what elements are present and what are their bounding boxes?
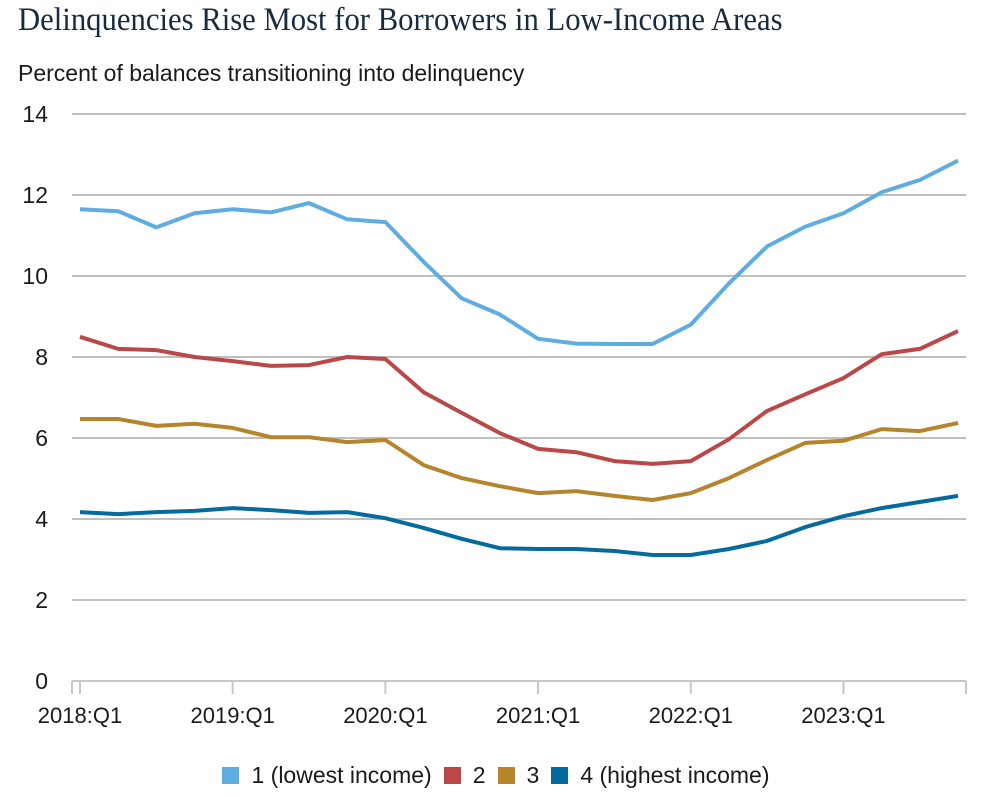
legend-swatch xyxy=(222,767,240,784)
x-tick-label: 2023:Q1 xyxy=(801,703,885,728)
x-axis: 2018:Q1 2019:Q1 2020:Q1 2021:Q1 2022:Q1 2023:… xyxy=(38,680,967,728)
legend-label: 1 (lowest income) xyxy=(251,762,432,788)
series-lines xyxy=(79,158,959,557)
y-tick-label: 4 xyxy=(35,506,48,532)
legend-item-3: 3 xyxy=(497,762,540,789)
y-tick-label: 14 xyxy=(22,101,48,127)
gridlines xyxy=(72,113,966,601)
chart-title: Delinquencies Rise Most for Borrowers in… xyxy=(18,2,783,38)
y-tick-label: 0 xyxy=(35,668,48,694)
x-tick-label: 2021:Q1 xyxy=(496,703,580,728)
line-chart: 0 2 4 6 8 10 12 14 2018:Q1 2019:Q1 2020:Q1 2021:Q1… xyxy=(22,101,967,728)
legend-item-2: 2 xyxy=(443,762,486,789)
series-line-4 xyxy=(79,493,959,557)
x-tick-label: 2020:Q1 xyxy=(343,703,427,728)
y-axis: 0 2 4 6 8 10 12 14 xyxy=(22,101,48,694)
x-tick-label: 2019:Q1 xyxy=(190,703,274,728)
series-line-1 xyxy=(79,158,959,346)
series-line-2 xyxy=(79,329,959,466)
legend-swatch xyxy=(497,767,515,784)
legend: 1 (lowest income) 2 3 4 (highest income) xyxy=(0,762,992,789)
legend-swatch xyxy=(443,767,461,784)
chart-subtitle: Percent of balances transitioning into d… xyxy=(18,60,525,86)
y-tick-label: 8 xyxy=(35,344,48,370)
legend-swatch xyxy=(551,767,569,784)
legend-label: 2 xyxy=(472,762,486,788)
y-tick-label: 2 xyxy=(35,587,48,613)
legend-item-4: 4 (highest income) xyxy=(551,762,770,789)
series-line-3 xyxy=(80,417,959,502)
y-tick-label: 6 xyxy=(35,425,48,451)
x-tick-label: 2022:Q1 xyxy=(649,703,733,728)
legend-item-1: 1 (lowest income) xyxy=(222,762,432,789)
x-tick-label: 2018:Q1 xyxy=(38,703,122,728)
y-tick-label: 10 xyxy=(22,263,48,289)
legend-label: 3 xyxy=(526,762,540,788)
legend-label: 4 (highest income) xyxy=(580,762,770,788)
y-tick-label: 12 xyxy=(22,182,48,208)
